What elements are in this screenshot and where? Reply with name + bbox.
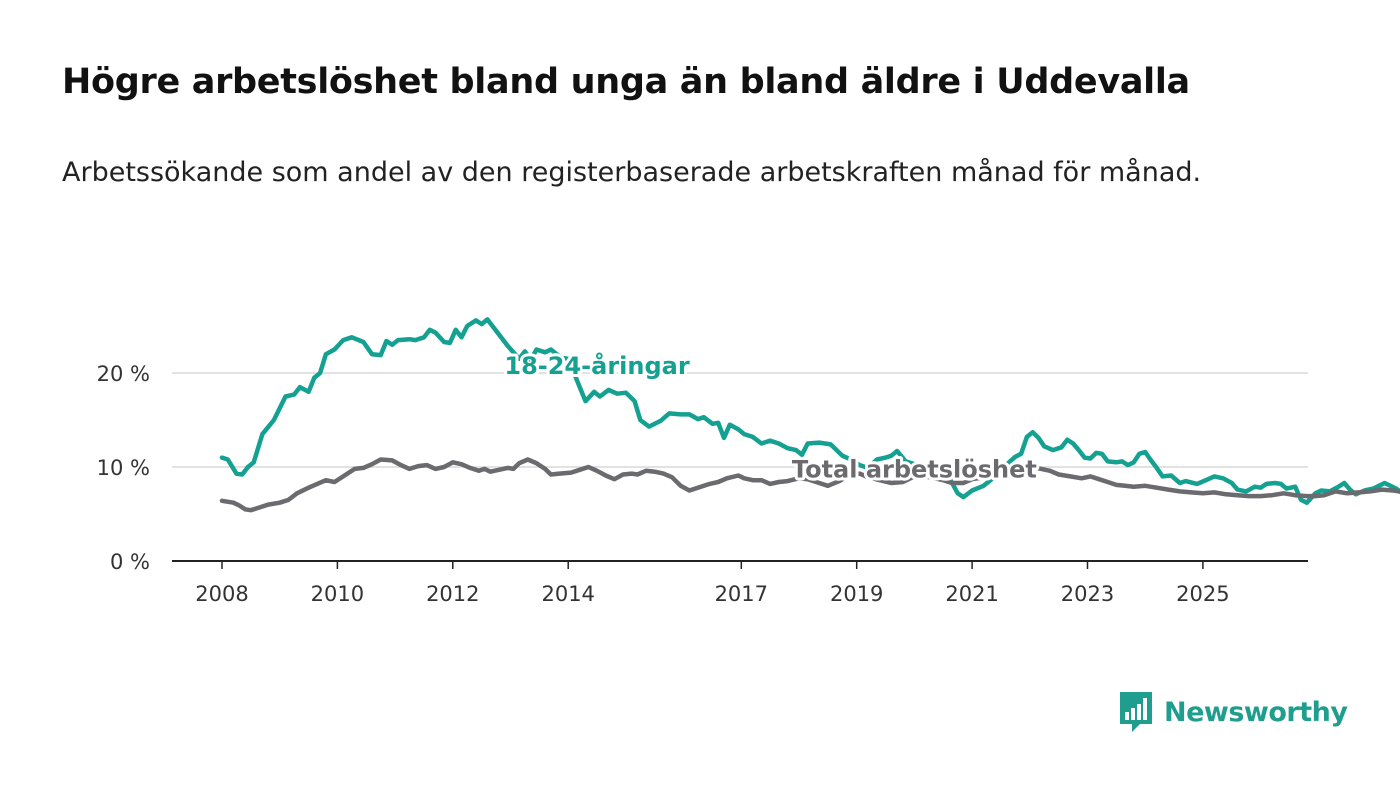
- x-tick-label: 2021: [945, 582, 998, 606]
- x-tick-label: 2019: [830, 582, 883, 606]
- series-annotation-total: Total arbetslöshet: [792, 455, 1037, 483]
- x-tick-label: 2008: [195, 582, 248, 606]
- x-tick-label: 2017: [715, 582, 768, 606]
- y-tick-label: 10 %: [97, 456, 150, 480]
- y-tick-label: 20 %: [97, 362, 150, 386]
- x-tick-label: 2012: [426, 582, 479, 606]
- bar-chart-icon: [1120, 692, 1152, 732]
- brand-name: Newsworthy: [1164, 696, 1348, 728]
- brand-logo: Newsworthy: [1118, 690, 1348, 734]
- y-tick-label: 0 %: [110, 550, 150, 574]
- x-tick-label: 2025: [1176, 582, 1229, 606]
- series-line-youth: [219, 317, 1400, 505]
- chart-subtitle: Arbetssökande som andel av den registerb…: [62, 157, 1202, 188]
- series-line-total: [219, 457, 1400, 513]
- x-tick-label: 2010: [311, 582, 364, 606]
- x-tick-label: 2023: [1061, 582, 1114, 606]
- x-tick-label: 2014: [541, 582, 594, 606]
- chart-title: Högre arbetslöshet bland unga än bland ä…: [62, 62, 1190, 102]
- series-annotation-youth: 18-24-åringar: [504, 351, 689, 380]
